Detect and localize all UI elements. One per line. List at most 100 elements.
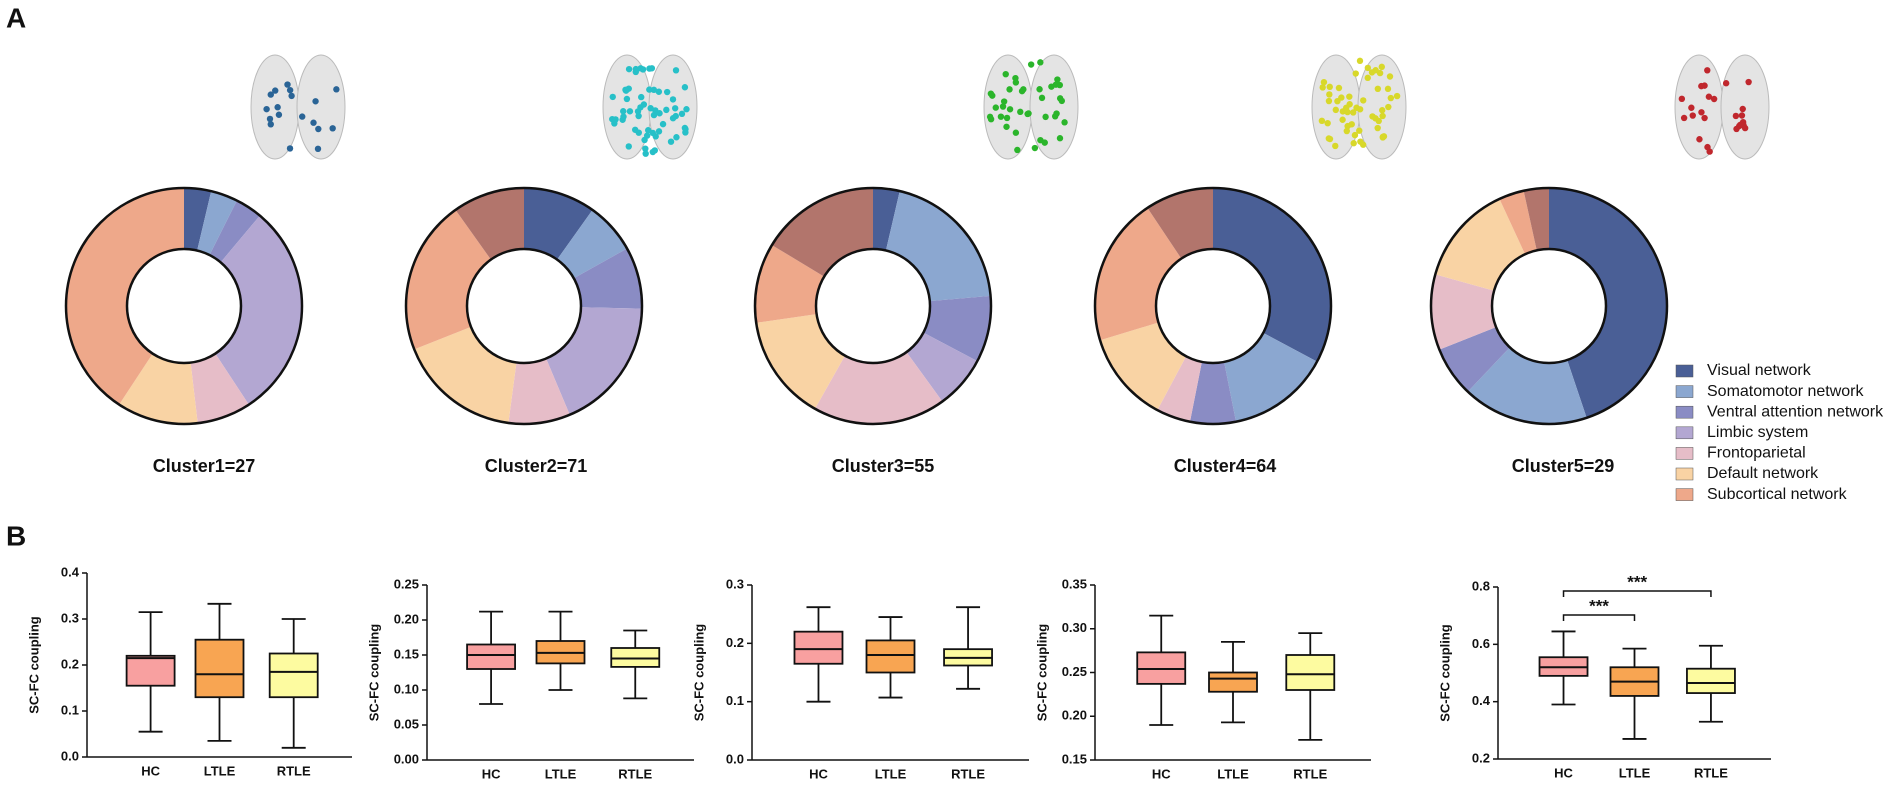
brain-node	[1350, 109, 1357, 116]
brain-node	[667, 138, 675, 145]
brain-node	[643, 132, 651, 139]
donut-title: Cluster3=55	[832, 456, 935, 476]
brain-node	[1375, 117, 1382, 125]
donut-segment	[1467, 347, 1587, 424]
donut-segment	[546, 307, 642, 415]
y-tick-label: 0.05	[394, 716, 419, 731]
box	[1285, 654, 1336, 691]
y-tick-label: 0.4	[1472, 693, 1491, 708]
x-tick-label: HC	[1152, 766, 1171, 781]
brain-node	[669, 115, 677, 122]
brain-node	[1332, 106, 1339, 114]
brain-hemisphere	[1674, 54, 1724, 160]
brain-node	[1003, 123, 1010, 130]
brain-node	[642, 145, 649, 152]
brain-node	[1393, 92, 1401, 100]
y-tick-label: 0.10	[394, 681, 419, 696]
donut-outline	[1490, 247, 1608, 365]
brain-node	[1012, 79, 1020, 86]
y-tick-label: 0.20	[394, 611, 419, 626]
box	[125, 654, 176, 687]
brain-node	[639, 66, 647, 73]
y-axis-label: SC-FC coupling	[1034, 624, 1049, 722]
legend-label: Subcortical network	[1707, 486, 1848, 503]
y-axis-label: SC-FC coupling	[366, 624, 381, 722]
brain-node	[1364, 64, 1372, 72]
y-tick-label: 0.2	[1472, 750, 1490, 765]
box	[194, 638, 245, 699]
donut-title: Cluster5=29	[1512, 456, 1615, 476]
brain-node	[620, 113, 627, 120]
y-tick-label: 0.2	[61, 656, 79, 671]
brain-node	[1037, 59, 1044, 66]
brain-node	[625, 143, 632, 150]
brain-image	[1674, 54, 1770, 160]
brain-node	[1386, 73, 1394, 80]
brain-node	[669, 96, 677, 103]
brain-node	[1357, 138, 1364, 145]
donut-segment	[524, 188, 593, 260]
y-tick-label: 0.0	[726, 751, 744, 766]
brain-node	[1385, 103, 1392, 111]
brain-node	[1052, 81, 1060, 88]
brain-node	[1356, 57, 1364, 65]
brain-node	[1701, 114, 1708, 122]
brain-node	[284, 81, 291, 88]
brain-node	[1369, 113, 1376, 120]
brain-node	[999, 103, 1007, 110]
brain-node	[646, 86, 653, 93]
brain-node	[1696, 136, 1703, 143]
donut-outline	[404, 186, 644, 426]
brain-node	[1041, 139, 1048, 146]
donut-title: Cluster2=71	[485, 456, 588, 476]
brain-node	[1020, 86, 1027, 93]
x-tick-label: HC	[1554, 765, 1573, 780]
brain-node	[1036, 86, 1043, 93]
donut-segment	[906, 332, 978, 402]
brain-node	[1326, 135, 1334, 143]
brain-node	[274, 104, 281, 111]
brain-node	[266, 115, 274, 123]
brain-node	[315, 125, 322, 133]
brain-node	[1356, 127, 1363, 134]
brain-node	[1000, 98, 1008, 105]
brain-node	[1351, 131, 1359, 139]
brain-node	[1689, 112, 1696, 119]
y-tick-label: 0.25	[394, 576, 419, 591]
significance-label: ***	[1589, 596, 1609, 615]
brain-node	[1325, 97, 1333, 105]
brain-node	[299, 113, 306, 120]
significance-bracket	[1562, 590, 1712, 597]
brain-node	[609, 93, 616, 101]
brain-node	[333, 86, 340, 93]
legend-label: Frontoparietal	[1707, 445, 1806, 462]
brain-node	[1027, 61, 1035, 68]
brain-node	[622, 86, 629, 94]
donut-segment	[1147, 188, 1213, 259]
donut-segment	[1439, 327, 1510, 392]
brain-node	[1688, 104, 1695, 111]
y-axis-label: SC-FC coupling	[691, 624, 706, 722]
brain-image	[983, 54, 1079, 160]
brain-node	[671, 105, 679, 112]
donut-segment	[414, 326, 517, 423]
brain-node	[1704, 67, 1711, 74]
legend-swatch	[1675, 405, 1694, 419]
brain-node	[1061, 119, 1068, 126]
box	[865, 639, 916, 674]
box	[466, 643, 516, 670]
brain-node	[986, 113, 994, 121]
brain-node	[647, 105, 654, 112]
brain-hemisphere	[1029, 54, 1079, 160]
y-axis-label: SC-FC coupling	[1437, 624, 1452, 722]
brain-node	[1680, 114, 1688, 122]
x-tick-label: HC	[482, 766, 501, 781]
donut-outline	[1093, 186, 1333, 426]
brain-node	[1319, 84, 1326, 91]
legend-swatch	[1675, 488, 1694, 501]
brain-node	[1346, 93, 1353, 100]
brain-node	[620, 108, 627, 115]
brain-node	[637, 104, 644, 111]
box	[1686, 667, 1736, 694]
donut-segment	[1100, 322, 1187, 411]
